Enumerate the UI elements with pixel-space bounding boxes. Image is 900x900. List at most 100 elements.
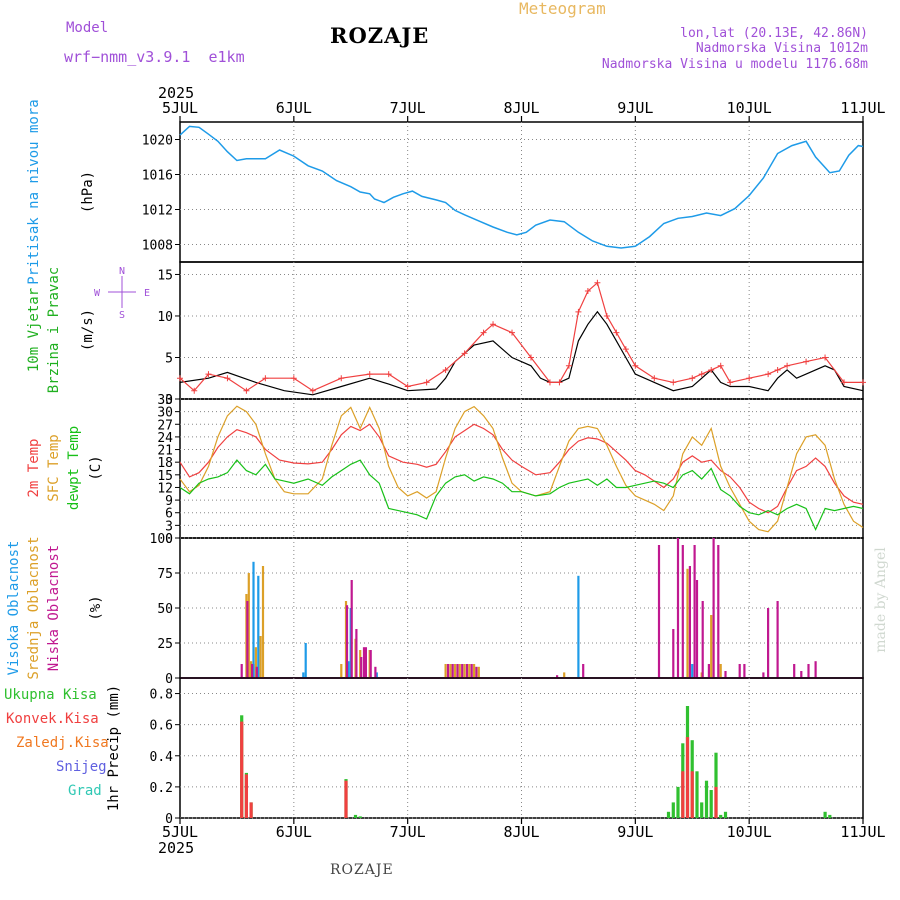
bar-ukupna-kisa [828, 814, 832, 818]
bar-srednja-oblacnost [458, 664, 461, 678]
bar-srednja-oblacnost [477, 666, 480, 678]
y-tick-label: 10 [157, 310, 173, 325]
bar-ukupna-kisa [666, 811, 671, 818]
gust-marker [584, 288, 591, 295]
gust-marker [860, 379, 866, 386]
bar-niska-oblacnost [724, 671, 727, 678]
temp-unit: (C) [88, 455, 104, 480]
gust-marker [309, 387, 316, 394]
temp-ylabel-dewpt: dewpt Temp [66, 426, 82, 510]
bar-niska-oblacnost [657, 545, 661, 678]
series-line-dewpt-temp [179, 459, 864, 532]
bar-visoka-oblacnost [302, 672, 305, 678]
bar-konvek-kisa [685, 737, 690, 818]
y-tick-label: 0 [165, 812, 173, 827]
bar-ukupna-kisa [695, 771, 699, 818]
precip-legend-item: Snijeg [56, 759, 107, 775]
bar-srednja-oblacnost [463, 664, 466, 678]
gust-marker [366, 371, 373, 378]
bar-konvek-kisa [249, 802, 253, 818]
x-tick-label-bottom: 5JUL [162, 823, 198, 841]
wind-ylabel-2: Brzina i Pravac [46, 267, 62, 393]
bar-niska-oblacnost [793, 664, 796, 678]
gust-marker [746, 375, 753, 382]
bar-niska-oblacnost [456, 664, 459, 678]
gust-marker [385, 371, 392, 378]
pressure-ylabel: Pritisak na nivou mora [26, 99, 42, 284]
gust-marker [708, 366, 715, 373]
y-tick-label: 21 [157, 444, 173, 459]
gust-marker [594, 279, 601, 286]
y-tick-label: 25 [157, 637, 173, 652]
model-label: Model [66, 20, 109, 36]
bar-niska-oblacnost [743, 664, 746, 678]
precip-legend-item: Konvek.Kisa [6, 711, 99, 727]
bar-niska-oblacnost [374, 666, 377, 678]
bar-visoka-oblacnost [375, 672, 378, 678]
bar-niska-oblacnost [369, 650, 372, 678]
bar-niska-oblacnost [251, 664, 254, 678]
x-tick-label-bottom: 7JUL [390, 823, 426, 841]
gust-marker [338, 375, 345, 382]
bar-niska-oblacnost [776, 601, 779, 678]
bar-niska-oblacnost [738, 664, 741, 678]
gust-marker [191, 387, 198, 394]
x-tick-label-top: 6JUL [276, 99, 312, 117]
compass-n: N [119, 266, 125, 277]
bar-srednja-oblacnost [686, 568, 689, 678]
cloud-ylabel-low: Niska Oblacnost [46, 545, 62, 671]
bar-niska-oblacnost [712, 538, 715, 678]
bar-visoka-oblacnost [347, 661, 350, 678]
bar-niska-oblacnost [814, 661, 817, 678]
cloud-ylabel-mid: Srednja Oblacnost [26, 536, 42, 679]
gust-marker [689, 375, 696, 382]
bar-konvek-kisa [344, 780, 348, 818]
gust-marker [670, 379, 677, 386]
y-tick-label: 0 [165, 532, 173, 547]
bar-niska-oblacnost [688, 566, 691, 678]
x-tick-label-top: 5JUL [162, 99, 198, 117]
bar-srednja-oblacnost [473, 664, 476, 678]
model-altitude-label: Nadmorska Visina u modelu 1176.68m [601, 57, 868, 72]
wind-unit: (m/s) [80, 309, 96, 351]
gust-marker [632, 362, 639, 369]
gust-marker [442, 366, 449, 373]
altitude-label: Nadmorska Visina 1012m [695, 41, 868, 56]
pressure-unit: (hPa) [80, 171, 96, 213]
bar-niska-oblacnost [693, 545, 696, 678]
y-tick-label: 0.2 [150, 781, 173, 796]
x-tick-label-bottom: 8JUL [503, 823, 539, 841]
x-tick-label-top: 10JUL [727, 99, 772, 117]
bar-niska-oblacnost [767, 608, 770, 678]
y-tick-label: 1020 [142, 134, 173, 149]
panel-cloud: 0 25 50 75 100 [150, 532, 864, 687]
y-tick-label: 1012 [142, 204, 173, 219]
gust-marker [603, 312, 610, 319]
gust-marker [727, 379, 734, 386]
precip-legend-item: Zaledj.Kisa [16, 735, 109, 751]
bar-srednja-oblacnost [710, 615, 713, 678]
bar-visoka-oblacnost [691, 664, 694, 678]
bar-niska-oblacnost [364, 647, 367, 678]
bar-niska-oblacnost [672, 629, 675, 678]
precip-legend-item: Grad [68, 783, 102, 799]
gust-marker [765, 371, 772, 378]
gust-marker [480, 329, 487, 336]
bar-niska-oblacnost [446, 664, 450, 678]
gust-marker [698, 371, 705, 378]
series-line-udari [179, 281, 863, 392]
y-tick-label: 15 [157, 268, 173, 283]
footer-station: ROZAJE [330, 862, 394, 878]
x-tick-label-top: 8JUL [503, 99, 539, 117]
bar-srednja-oblacnost [719, 664, 722, 678]
bar-konvek-kisa [244, 774, 248, 818]
bar-niska-oblacnost [807, 664, 810, 678]
precip-legend-item: Ukupna Kisa [4, 687, 97, 703]
x-tick-label-top: 7JUL [390, 99, 426, 117]
x-tick-label-bottom: 10JUL [727, 823, 772, 841]
bar-niska-oblacnost [762, 672, 765, 678]
precip-ylabel: 1hr Precip (mm) [106, 685, 122, 811]
gust-marker [404, 383, 411, 390]
y-tick-label: 75 [157, 567, 173, 582]
bar-srednja-oblacnost [254, 647, 257, 678]
